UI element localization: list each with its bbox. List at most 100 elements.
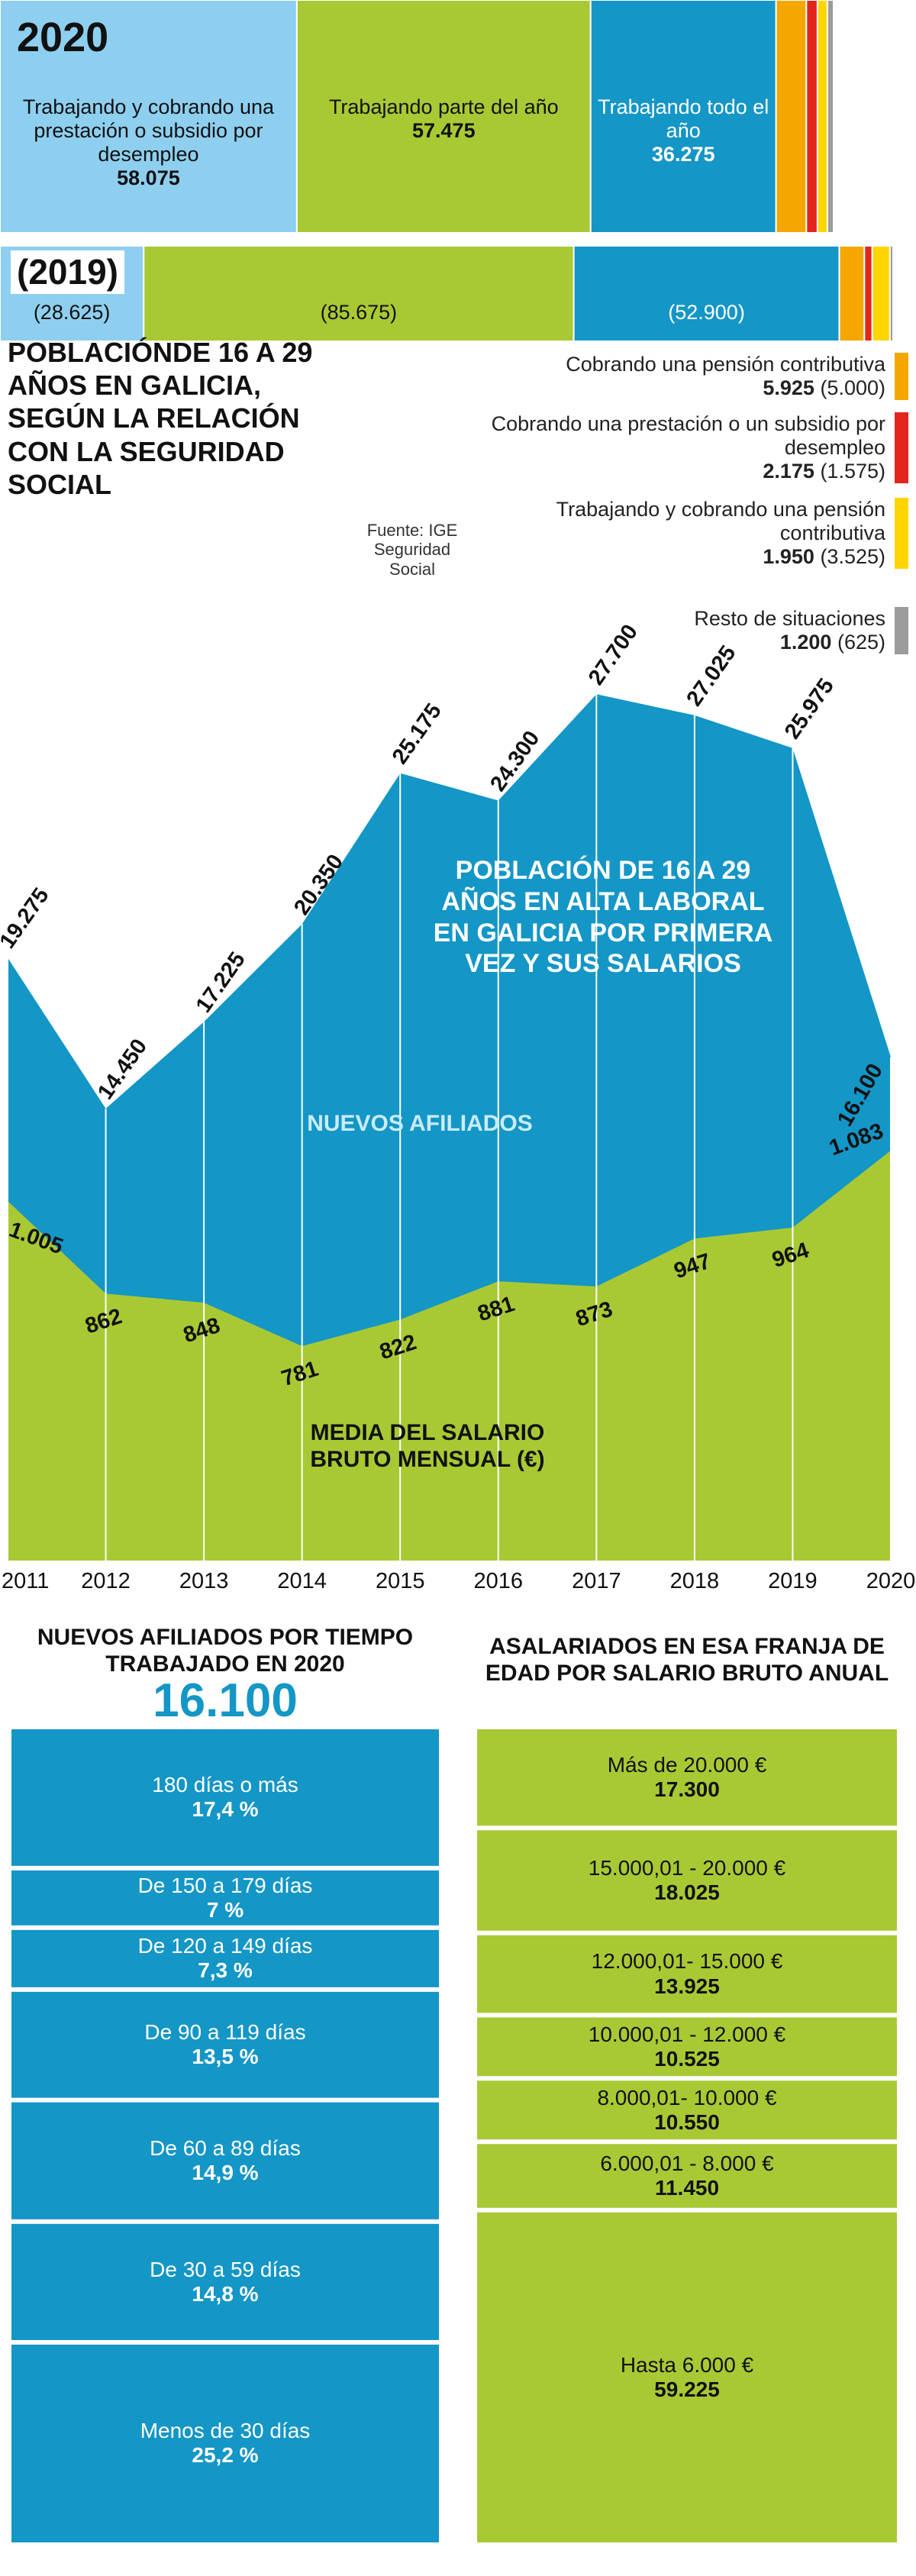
segment-label: 180 días o más 17,4 %: [11, 1729, 439, 1866]
segment-label: Hasta 6.000 €59.225: [477, 2213, 897, 2542]
legend-name: Trabajando y cobrando una pensión contri…: [556, 498, 885, 545]
x-tick-label: 2019: [768, 1569, 818, 1593]
column-segment: [477, 1830, 897, 1931]
column-segment: [477, 2144, 897, 2208]
segment-name: Trabajando y cobrando una prestación o s…: [22, 95, 275, 166]
chart-title: ASALARIADOS EN ESA FRANJA DE EDAD POR SA…: [485, 1634, 889, 1686]
segment-value: 17,4 %: [192, 1797, 259, 1822]
segment-name: Hasta 6.000 €: [620, 2352, 754, 2377]
legend-value-2019: (1.575): [820, 460, 885, 483]
bar-segment: [863, 245, 873, 342]
bar-segment: [572, 245, 840, 342]
category-label: 2020: [17, 15, 109, 60]
column-segment: [477, 1729, 897, 1826]
bar-segment: [295, 0, 592, 234]
legend-values: 1.950 (3.525): [458, 545, 885, 569]
legend-item: Resto de situaciones 1.200 (625): [458, 607, 885, 654]
legend-value-2019: (625): [837, 631, 885, 654]
legend-value-2019: (5.000): [820, 376, 885, 400]
legend-values: 5.925 (5.000): [458, 376, 885, 400]
bar-segment: [826, 0, 835, 234]
column-segment: [11, 1991, 439, 2098]
segment-label: Trabajando y cobrando una prestación o s…: [6, 95, 291, 190]
legend-values: 1.200 (625): [458, 631, 885, 654]
column-segment: [477, 2017, 897, 2077]
chart-title: NUEVOS AFILIADOS POR TIEMPO TRABAJADO EN…: [37, 1625, 414, 1677]
legend-swatch: [895, 353, 908, 400]
segment-name: De 150 a 179 días: [137, 1873, 313, 1897]
segment-value: 36.275: [651, 143, 715, 166]
x-tick-label: 2011: [2, 1569, 49, 1593]
legend-value-2019: (3.525): [820, 545, 885, 569]
column-segment: [11, 2344, 439, 2542]
data-label: 25.175: [388, 699, 447, 769]
segment-value: 11.450: [654, 2175, 720, 2200]
segment-value: (85.675): [320, 301, 398, 324]
bar-segment: [143, 245, 575, 342]
segment-value: (28.625): [33, 301, 111, 324]
legend-swatch: [895, 607, 908, 654]
bar-segment: [871, 245, 891, 342]
segment-name: 15.000,01 - 20.000 €: [588, 1855, 786, 1880]
chart-title: POBLACIÓN DE 16 A 29 AÑOS EN ALTA LABORA…: [433, 856, 773, 979]
legend-value: 5.925: [763, 376, 814, 400]
segment-label: De 60 a 89 días 14,9 %: [11, 2103, 439, 2219]
x-tick-label: 2014: [277, 1569, 327, 1593]
legend-values: 2.175 (1.575): [458, 460, 885, 483]
bar-segment: [0, 0, 298, 234]
column-segment: [11, 2223, 439, 2340]
segment-value: 14,8 %: [192, 2281, 259, 2306]
bar-segment: [816, 0, 828, 234]
segment-name: Menos de 30 días: [140, 2419, 311, 2443]
segment-label: 15.000,01 - 20.000 €18.025: [477, 1830, 897, 1931]
column-segment: [11, 2102, 439, 2219]
column-segment: [477, 2212, 897, 2542]
source: Fuente: IGE Seguridad Social: [366, 521, 458, 579]
x-tick-label: 2013: [179, 1569, 229, 1593]
legend-value: 2.175: [763, 460, 814, 483]
bar-segment: [805, 0, 818, 234]
column-segment: [11, 1929, 439, 1987]
segment-name: 10.000,01 - 12.000 €: [588, 2022, 786, 2046]
series-label: NUEVOS AFILIADOS: [307, 1111, 533, 1136]
segment-label: 12.000,01- 15.000 €13.925: [477, 1935, 897, 2013]
segment-value: 18.025: [654, 1880, 720, 1905]
segment-name: 180 días o más: [152, 1773, 298, 1797]
segment-label: De 150 a 179 días 7 %: [11, 1871, 439, 1926]
segment-name: Trabajando todo el año: [598, 95, 769, 143]
segment-name: De 30 a 59 días: [150, 2257, 301, 2281]
legend-swatch: [895, 498, 908, 569]
segment-value: 17.300: [654, 1777, 720, 1802]
data-label: 25.975: [780, 674, 839, 744]
segment-value: 14,9 %: [192, 2161, 259, 2185]
segment-value: 7 %: [206, 1897, 244, 1922]
segment-value: 10.525: [654, 2046, 720, 2071]
column-segment: [11, 1729, 439, 1866]
x-tick-label: 2015: [376, 1569, 425, 1593]
segment-label: De 30 a 59 días 14,8 %: [11, 2224, 439, 2340]
legend-item: Trabajando y cobrando una pensión contri…: [458, 498, 885, 569]
data-label: 19.275: [0, 883, 54, 953]
x-tick-label: 2012: [81, 1569, 131, 1593]
bar-segment: [775, 0, 808, 234]
column-segment: [11, 1870, 439, 1926]
legend-swatch: [895, 412, 908, 483]
segment-value: 7,3 %: [198, 1958, 253, 1983]
segment-name: 6.000,01 - 8.000 €: [600, 2151, 774, 2175]
legend-item: Cobrando una prestación o un subsidio po…: [458, 412, 885, 483]
segment-name: De 120 a 149 días: [137, 1934, 313, 1958]
segment-label: 10.000,01 - 12.000 €10.525: [477, 2017, 897, 2076]
segment-name: Más de 20.000 €: [607, 1752, 767, 1777]
category-label: (2019): [11, 250, 124, 294]
segment-name: De 90 a 119 días: [144, 2020, 306, 2045]
segment-name: De 60 a 89 días: [150, 2136, 301, 2161]
segment-value: 58.075: [117, 166, 180, 190]
bar-segment: [838, 245, 866, 342]
segment-label: 6.000,01 - 8.000 €11.450: [477, 2144, 897, 2208]
area: [8, 1150, 891, 1561]
x-tick-label: 2020: [866, 1569, 916, 1593]
x-tick-label: 2018: [670, 1569, 720, 1593]
legend-value: 1.200: [779, 631, 832, 654]
segment-name: Trabajando parte del año: [328, 95, 559, 118]
